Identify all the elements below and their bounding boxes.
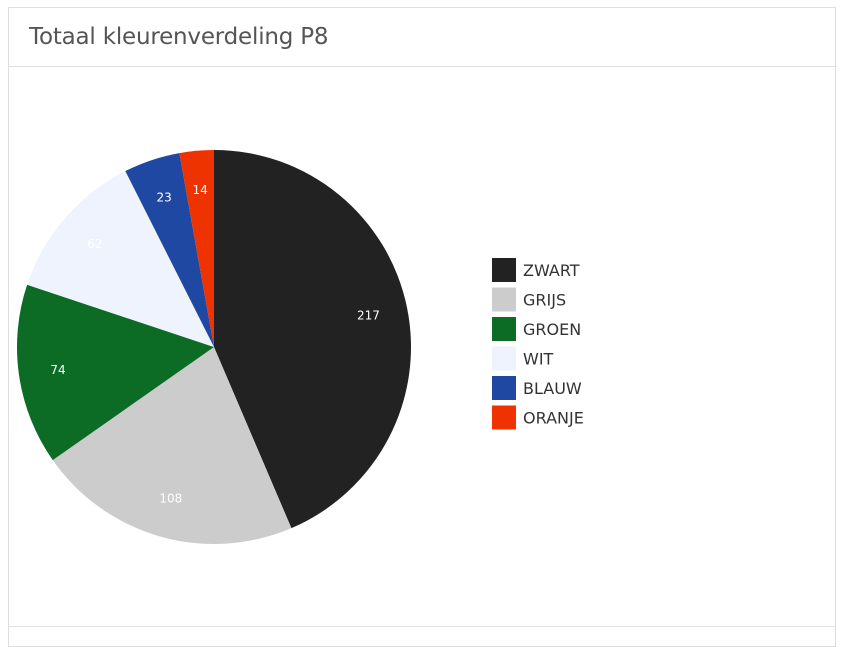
pie-slice-groen[interactable] xyxy=(17,284,215,461)
legend-label-wit[interactable]: WIT xyxy=(523,350,554,369)
slice-value-label: 14 xyxy=(192,183,207,197)
pie-slice-grijs[interactable] xyxy=(52,347,292,544)
pie-slice-labels: 217 108 74 62 23 14 xyxy=(50,183,379,506)
legend-swatch-oranje[interactable] xyxy=(492,405,516,430)
pie-slice-wit[interactable] xyxy=(27,171,214,347)
chart-legend: ZWART GRIJS GROEN WIT BLAUW ORANJE xyxy=(492,258,584,430)
panel-header: Totaal kleurenverdeling P8 xyxy=(9,8,835,67)
legend-swatch-blauw[interactable] xyxy=(492,376,516,400)
slice-value-label: 74 xyxy=(50,363,65,377)
slice-value-label: 23 xyxy=(157,190,172,204)
pie-slice-oranje[interactable] xyxy=(179,150,214,347)
slice-value-label: 62 xyxy=(87,237,102,251)
panel-title: Totaal kleurenverdeling P8 xyxy=(29,24,329,50)
legend-label-blauw[interactable]: BLAUW xyxy=(523,379,582,398)
pie-slice-blauw[interactable] xyxy=(125,153,214,347)
pie-slice-zwart[interactable] xyxy=(214,150,411,529)
slice-value-label: 108 xyxy=(159,492,182,506)
panel-footer-divider xyxy=(9,626,835,627)
legend-swatch-groen[interactable] xyxy=(492,317,516,341)
legend-swatch-zwart[interactable] xyxy=(492,258,516,282)
slice-value-label: 217 xyxy=(357,308,380,322)
pie-chart: 217 108 74 62 23 14 ZWART GRIJS GROEN WIT BLAUW OR… xyxy=(17,150,584,544)
legend-label-grijs[interactable]: GRIJS xyxy=(523,291,566,310)
legend-label-zwart[interactable]: ZWART xyxy=(523,261,580,280)
legend-swatch-grijs[interactable] xyxy=(492,287,516,312)
legend-swatch-wit[interactable] xyxy=(492,346,516,371)
pie-slices xyxy=(17,150,411,544)
legend-label-oranje[interactable]: ORANJE xyxy=(523,409,584,428)
legend-label-groen[interactable]: GROEN xyxy=(523,320,581,339)
